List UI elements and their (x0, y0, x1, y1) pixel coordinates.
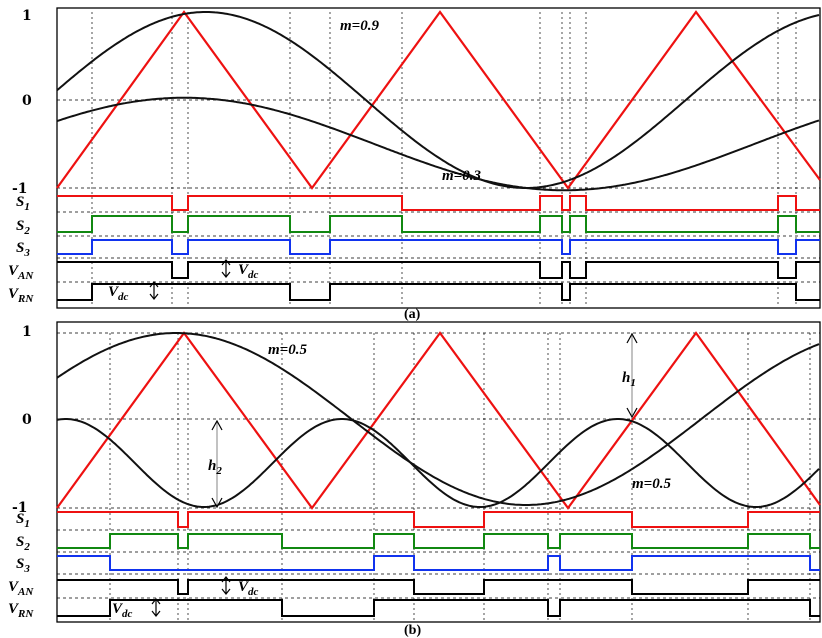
vdc-label: Vdc (238, 579, 259, 598)
y-tick-minus1: -1 (12, 181, 28, 197)
y-tick-0: 0 (22, 93, 32, 109)
panel-b: 1 0 -1 m=0.5 m=0.5 h1 h2 S1 S2 S3 VAN VR… (8, 321, 821, 638)
vdc-arrowheads (149, 281, 159, 300)
panel-a-frame (56, 7, 821, 309)
h1-arrowheads (626, 332, 638, 419)
s2-waveform (57, 533, 820, 549)
vrn-waveform (57, 599, 820, 617)
van-label: VAN (8, 263, 34, 282)
vdc-label: Vdc (112, 601, 133, 620)
van-waveform (57, 579, 820, 595)
y-tick-1: 1 (22, 8, 32, 24)
s3-label: S3 (16, 240, 30, 259)
h1-label: h1 (622, 370, 636, 389)
s3-label: S3 (16, 556, 30, 575)
s2-label: S2 (16, 534, 30, 553)
s1-label: S1 (16, 511, 30, 530)
h2-label: h2 (208, 458, 222, 477)
panel-b-frame (56, 321, 821, 623)
vdc-label: Vdc (238, 262, 259, 281)
s3-waveform (57, 555, 820, 571)
modulation-label: m=0.5 (632, 476, 671, 492)
s1-waveform (57, 511, 820, 528)
reference-wave-fundamental (56, 332, 820, 506)
panel-caption: (b) (404, 623, 421, 638)
y-tick-1: 1 (22, 324, 32, 340)
reference-wave-m09 (56, 11, 820, 189)
y-tick-minus1: -1 (12, 500, 28, 516)
s2-label: S2 (16, 218, 30, 237)
modulation-label: m=0.3 (442, 168, 481, 184)
carrier-wave (56, 10, 821, 190)
vrn-waveform (57, 283, 820, 301)
modulation-label: m=0.5 (268, 342, 307, 358)
reference-wave-harmonic (56, 418, 820, 508)
vrn-label: VRN (8, 286, 34, 305)
y-tick-0: 0 (22, 412, 32, 428)
s2-waveform (57, 215, 820, 233)
s1-waveform (57, 195, 820, 211)
vdc-arrowheads (151, 598, 161, 617)
vdc-label: Vdc (108, 284, 129, 303)
vdc-arrowheads (221, 259, 231, 278)
reference-wave-m03 (56, 96, 820, 192)
van-label: VAN (8, 579, 34, 598)
vdc-arrowheads (221, 576, 231, 595)
s3-waveform (57, 239, 820, 255)
h2-arrowheads (211, 419, 223, 509)
panel-caption: (a) (404, 307, 421, 322)
vrn-label: VRN (8, 601, 34, 620)
panel-a: 1 0 -1 m=0.9 m=0.3 S1 S2 S3 VAN VRN Vdc … (8, 7, 821, 322)
modulation-label: m=0.9 (340, 18, 379, 34)
s1-label: S1 (16, 194, 30, 213)
van-waveform (57, 261, 820, 279)
